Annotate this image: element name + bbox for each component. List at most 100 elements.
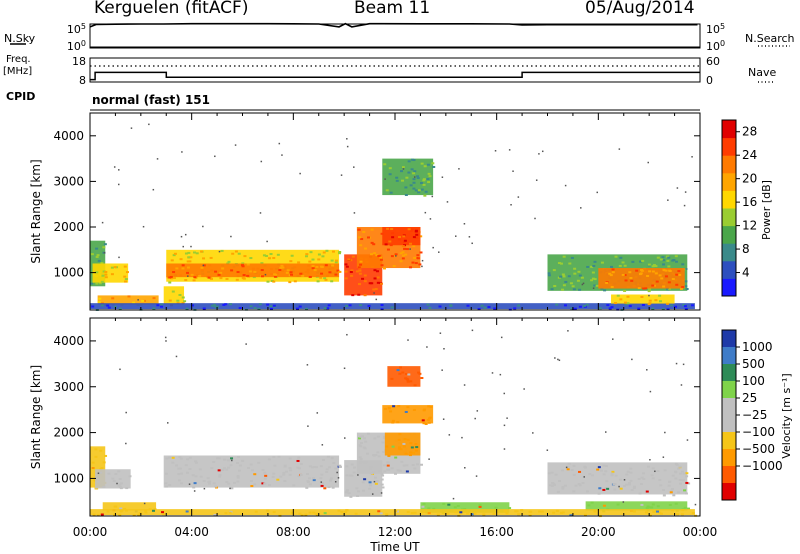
velocity-cell — [192, 486, 196, 489]
velocity-cell — [540, 510, 544, 513]
noise-panel: 105 100 105 100 — [10, 22, 790, 53]
power-cell — [113, 266, 117, 269]
velocity-cell — [375, 480, 379, 483]
velocity-cell — [225, 480, 229, 483]
power-cell — [328, 271, 332, 274]
velocity-cell — [642, 472, 646, 475]
velocity-cell — [312, 479, 316, 482]
power-speck — [648, 294, 650, 297]
power-cell — [316, 280, 320, 283]
velocity-colorbar-swatch — [722, 415, 736, 433]
power-cell — [552, 269, 556, 272]
power-cell — [422, 179, 426, 182]
power-cell — [388, 167, 392, 170]
power-cell — [684, 280, 688, 283]
velocity-cell — [577, 482, 581, 485]
power-colorbar-tick-label: 24 — [742, 148, 757, 162]
power-colorbar-tick-label: 8 — [742, 242, 750, 256]
power-cell — [423, 165, 427, 168]
power-cell — [610, 265, 614, 268]
velocity-colorbar-tick-label: −500 — [742, 442, 775, 456]
power-cell — [344, 277, 348, 280]
velocity-cell — [361, 435, 365, 438]
freq-tick-right-top: 60 — [706, 55, 720, 68]
power-cell — [279, 266, 283, 269]
velocity-cell — [403, 438, 407, 441]
velocity-cell — [247, 466, 251, 469]
velocity-cell — [659, 484, 663, 487]
velocity-speck — [503, 392, 506, 395]
power-cell — [202, 264, 206, 267]
power-cell — [400, 170, 404, 173]
power-cell — [427, 172, 431, 175]
velocity-cell — [553, 483, 557, 486]
velocity-cell — [369, 465, 373, 468]
velocity-cell — [390, 467, 394, 470]
power-cell — [487, 306, 491, 309]
power-cell — [278, 269, 282, 272]
power-cell — [127, 295, 131, 298]
velocity-cell — [407, 373, 411, 376]
velocity-cell — [306, 480, 310, 483]
power-cell — [477, 308, 481, 311]
velocity-cell — [632, 486, 636, 489]
power-speck — [596, 191, 599, 194]
power-cell — [168, 281, 172, 284]
power-cell — [317, 258, 321, 261]
velocity-colorbar-swatch — [722, 347, 736, 365]
velocity-cell — [685, 472, 689, 475]
velocity-speck — [306, 364, 309, 366]
velocity-speck — [245, 343, 247, 345]
velocity-cell — [381, 486, 385, 489]
power-cell — [235, 278, 239, 281]
power-cell — [658, 274, 662, 277]
velocity-cell — [215, 457, 219, 460]
velocity-cell — [338, 464, 342, 467]
power-cell — [156, 304, 160, 307]
power-cell — [181, 296, 185, 299]
velocity-cell — [385, 445, 389, 448]
power-cell — [269, 307, 273, 310]
velocity-cell — [249, 479, 253, 482]
power-cell — [404, 253, 408, 256]
velocity-cell — [682, 472, 686, 475]
velocity-cell — [478, 504, 482, 507]
power-cell — [431, 162, 435, 165]
velocity-cell — [650, 506, 654, 509]
power-cell — [366, 236, 370, 239]
frequency-series — [90, 71, 700, 81]
power-cell — [405, 176, 409, 179]
velocity-colorbar-tick-label: 25 — [742, 391, 757, 405]
power-speck — [409, 248, 411, 250]
velocity-cell — [345, 509, 349, 512]
power-cell — [91, 305, 95, 308]
power-cell — [289, 271, 293, 274]
x-tick-label: 12:00 — [378, 525, 413, 539]
power-cell — [608, 307, 612, 310]
power-cell — [427, 181, 431, 184]
velocity-speck — [664, 431, 666, 434]
power-cell — [374, 288, 378, 291]
velocity-speck — [316, 412, 319, 414]
velocity-cell — [273, 464, 277, 467]
power-cell — [553, 285, 557, 288]
velocity-speck — [622, 501, 625, 503]
velocity-cell — [674, 502, 678, 505]
power-panel: 1000 2000 3000 4000 Slant Range [km] — [29, 112, 701, 311]
power-cell — [377, 255, 381, 258]
power-speck — [421, 265, 423, 268]
velocity-cell — [409, 442, 413, 445]
velocity-speck — [321, 444, 324, 446]
power-cell — [578, 288, 582, 291]
velocity-cell — [338, 465, 342, 468]
power-cell — [407, 228, 411, 231]
velocity-cell — [119, 486, 123, 489]
power-cell — [191, 304, 195, 307]
velocity-cell — [671, 509, 675, 512]
power-cell — [418, 263, 422, 266]
velocity-cell — [297, 456, 301, 459]
power-cell — [417, 189, 421, 192]
power-colorbar-tick-label: 12 — [742, 219, 757, 233]
velocity-cell — [413, 467, 417, 470]
velocity-cell — [684, 492, 688, 495]
